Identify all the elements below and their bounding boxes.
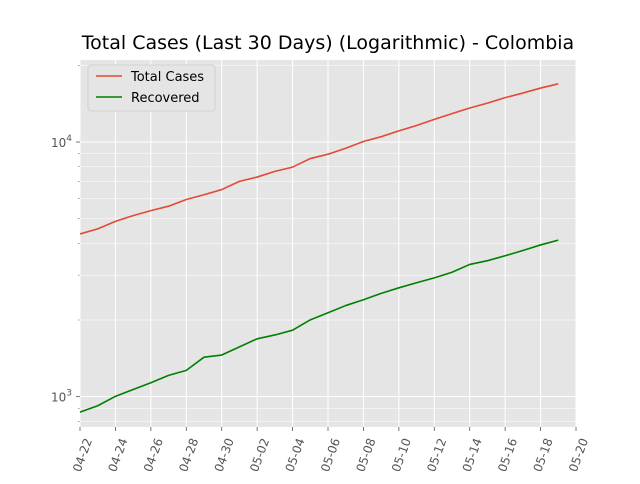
data-point bbox=[150, 382, 152, 384]
data-point bbox=[433, 277, 435, 279]
y-tick-label: 103 bbox=[51, 389, 72, 405]
data-point bbox=[97, 228, 99, 230]
data-point bbox=[256, 176, 258, 178]
x-tick-label: 05-06 bbox=[318, 436, 343, 474]
data-point bbox=[238, 346, 240, 348]
series-line-total-cases bbox=[79, 83, 559, 235]
data-point bbox=[362, 299, 364, 301]
data-point bbox=[221, 354, 223, 356]
data-point bbox=[292, 166, 294, 168]
x-tick-label: 05-12 bbox=[424, 436, 449, 474]
data-point bbox=[398, 287, 400, 289]
data-point bbox=[486, 102, 488, 104]
data-point bbox=[79, 411, 81, 413]
data-point bbox=[132, 215, 134, 217]
data-point bbox=[522, 92, 524, 94]
data-point bbox=[469, 107, 471, 109]
data-point bbox=[504, 97, 506, 99]
data-point bbox=[540, 244, 542, 246]
data-point bbox=[256, 338, 258, 340]
data-point bbox=[221, 189, 223, 191]
data-point bbox=[504, 255, 506, 257]
data-point bbox=[185, 369, 187, 371]
data-point bbox=[433, 118, 435, 120]
x-tick-label: 04-30 bbox=[212, 436, 237, 474]
series-line-recovered bbox=[79, 239, 559, 413]
data-point bbox=[114, 220, 116, 222]
data-point bbox=[380, 292, 382, 294]
data-point bbox=[380, 136, 382, 138]
x-tick-label: 04-26 bbox=[141, 436, 166, 474]
x-tick-label: 05-18 bbox=[531, 436, 556, 474]
data-point bbox=[451, 113, 453, 115]
data-point bbox=[451, 271, 453, 273]
data-point bbox=[327, 312, 329, 314]
y-tick-label: 104 bbox=[51, 134, 72, 150]
x-tick-label: 05-14 bbox=[460, 436, 485, 474]
data-point bbox=[274, 334, 276, 336]
data-point bbox=[203, 356, 205, 358]
data-point bbox=[132, 388, 134, 390]
x-tick-label: 04-22 bbox=[70, 436, 95, 474]
data-point bbox=[79, 233, 81, 235]
data-point bbox=[416, 282, 418, 284]
chart-title: Total Cases (Last 30 Days) (Logarithmic)… bbox=[81, 32, 574, 54]
data-point bbox=[557, 83, 559, 85]
data-point bbox=[416, 125, 418, 127]
data-point bbox=[292, 329, 294, 331]
data-point bbox=[362, 140, 364, 142]
data-point bbox=[557, 239, 559, 241]
data-point bbox=[238, 180, 240, 182]
data-point bbox=[398, 130, 400, 132]
data-point bbox=[469, 263, 471, 265]
data-point bbox=[309, 319, 311, 321]
x-tick-label: 04-28 bbox=[176, 436, 201, 474]
data-point bbox=[274, 170, 276, 172]
x-tick-label: 04-24 bbox=[105, 436, 130, 474]
data-point bbox=[345, 147, 347, 149]
x-tick-label: 05-10 bbox=[389, 436, 414, 474]
data-point bbox=[168, 374, 170, 376]
data-point bbox=[486, 260, 488, 262]
data-point bbox=[150, 210, 152, 212]
x-tick-label: 05-04 bbox=[283, 436, 308, 474]
x-tick-label: 05-16 bbox=[495, 436, 520, 474]
x-tick-label: 05-02 bbox=[247, 436, 272, 474]
data-point bbox=[345, 305, 347, 307]
data-point bbox=[203, 194, 205, 196]
legend: Total Cases Recovered bbox=[87, 64, 216, 112]
legend-label: Recovered bbox=[131, 91, 200, 106]
legend-label: Total Cases bbox=[130, 70, 204, 85]
data-point bbox=[168, 205, 170, 207]
data-point bbox=[185, 198, 187, 200]
plot-layer: 04-22 04-24 04-26 04-28 04-30 05-02 05-04 05-06… bbox=[51, 60, 591, 474]
data-point bbox=[309, 158, 311, 160]
x-tick-label: 05-20 bbox=[566, 436, 591, 474]
data-point bbox=[97, 405, 99, 407]
data-point bbox=[522, 249, 524, 251]
x-tick-label: 05-08 bbox=[353, 436, 378, 474]
data-point bbox=[114, 395, 116, 397]
data-point bbox=[327, 153, 329, 155]
data-point bbox=[540, 87, 542, 89]
